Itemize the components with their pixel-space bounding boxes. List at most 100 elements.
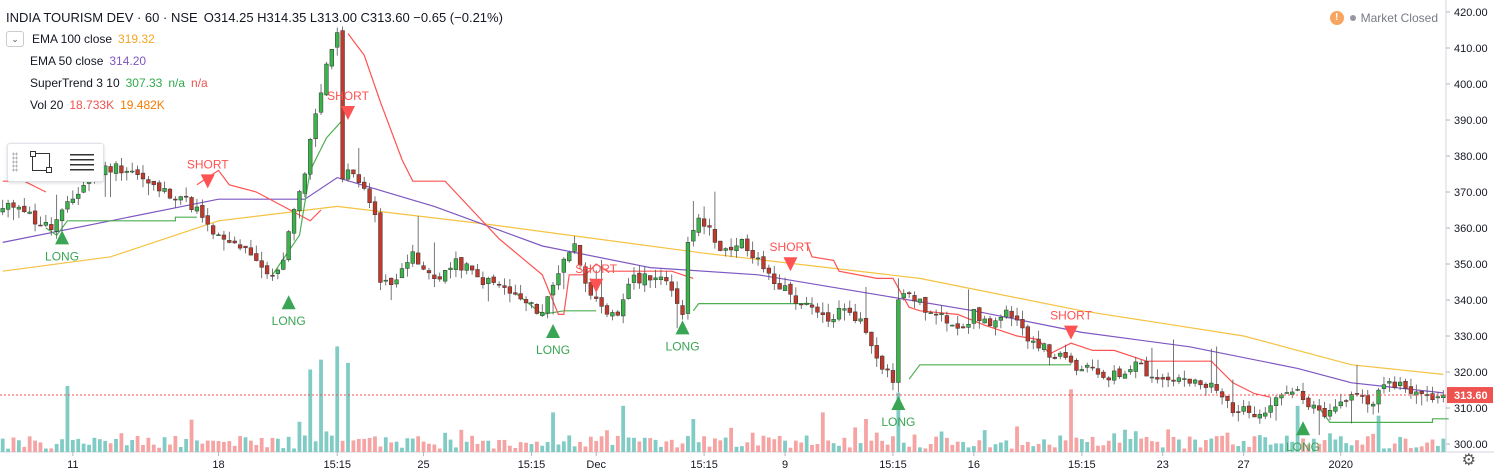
candle — [1360, 389, 1365, 404]
indicator-ema50[interactable]: EMA 50 close 314.20 — [6, 50, 503, 72]
candle — [1290, 387, 1295, 399]
candle — [583, 262, 588, 292]
volume-bar — [76, 438, 81, 452]
candle — [998, 314, 1004, 329]
rectangle-tool-icon[interactable] — [30, 151, 52, 173]
volume-bar — [356, 438, 361, 452]
lines-tool-icon[interactable] — [70, 154, 94, 171]
volume-bar — [1171, 436, 1176, 452]
candle — [815, 303, 820, 318]
volume-bar — [831, 443, 836, 452]
volume-bar — [151, 444, 156, 452]
candle — [1041, 342, 1047, 353]
candle — [820, 302, 825, 323]
candle — [65, 196, 70, 213]
short-signal: SHORT — [187, 157, 229, 189]
candle — [437, 272, 442, 282]
candle — [1408, 378, 1414, 399]
volume-bar — [998, 442, 1003, 452]
volume-bar — [918, 447, 922, 452]
volume-bar — [1069, 389, 1073, 452]
drawing-toolbar[interactable] — [7, 143, 104, 182]
volume-bar — [513, 448, 518, 452]
volume-bar — [65, 386, 70, 452]
candle — [135, 165, 140, 180]
candle — [1063, 344, 1068, 360]
candle — [1165, 372, 1171, 388]
volume-bar — [367, 437, 372, 452]
candle — [766, 264, 772, 281]
volume-bar — [1166, 429, 1171, 452]
candle — [421, 261, 426, 271]
candle — [70, 190, 75, 205]
indicator-supertrend[interactable]: SuperTrend 3 10 307.33 n/a n/a — [6, 72, 503, 94]
candle — [383, 274, 388, 286]
volume-bar — [783, 440, 787, 452]
volume-bar — [804, 435, 809, 452]
short-arrow-icon — [1064, 325, 1079, 340]
volume-bar — [87, 444, 91, 452]
candle — [254, 245, 259, 262]
candle — [1225, 395, 1230, 409]
candle — [1387, 378, 1392, 393]
candle — [1068, 352, 1074, 365]
volume-bar — [648, 438, 653, 452]
volume-bar — [238, 436, 242, 452]
warning-icon[interactable]: ! — [1329, 11, 1344, 25]
indicator-ema100[interactable]: ⌄ EMA 100 close 319.32 — [6, 28, 503, 50]
volume-bar — [189, 419, 194, 452]
volume-bar — [772, 439, 777, 452]
candle — [1333, 399, 1338, 414]
gear-icon[interactable]: ⚙ — [1461, 452, 1476, 469]
candle — [734, 237, 739, 258]
indicator-volume[interactable]: Vol 20 18.733K 19.482K — [6, 94, 503, 116]
volume-bar — [1376, 415, 1381, 452]
volume-bar — [437, 448, 442, 452]
volume-bar — [632, 437, 636, 452]
candle — [1252, 406, 1257, 418]
candle — [221, 230, 227, 251]
volume-bar — [1015, 426, 1019, 452]
volume-bar — [977, 440, 982, 452]
volume-bar — [43, 448, 48, 452]
candle — [1171, 339, 1176, 387]
volume-bar — [869, 440, 874, 452]
candle — [351, 169, 356, 178]
volume-bar — [1085, 442, 1090, 452]
candle — [389, 277, 394, 301]
candle — [761, 250, 766, 273]
volume-bar — [1187, 436, 1192, 452]
drag-handle-icon[interactable] — [12, 152, 18, 172]
volume-bar — [524, 442, 528, 452]
chevron-down-icon[interactable]: ⌄ — [6, 31, 24, 47]
signal-label: LONG — [272, 314, 306, 328]
volume-bar — [1268, 444, 1273, 452]
volume-bar — [810, 444, 814, 452]
candle — [157, 180, 162, 198]
volume-bar — [270, 437, 275, 452]
supertrend-down-line — [806, 242, 1271, 398]
volume-bar — [324, 431, 329, 452]
x-tick-label: 2020 — [1329, 459, 1353, 471]
candle — [680, 299, 685, 320]
volume-bar — [864, 419, 868, 452]
volume-bar — [615, 435, 620, 452]
candle — [1144, 356, 1149, 377]
short-signal: SHORT — [770, 240, 812, 272]
indicator-value: 18.733K — [69, 98, 115, 112]
indicator-value: n/a — [191, 76, 208, 90]
volume-bar — [1317, 443, 1322, 452]
candle — [1182, 370, 1187, 387]
candle — [572, 236, 577, 254]
volume-bar — [1252, 436, 1257, 452]
volume-bar — [481, 440, 485, 452]
candle — [124, 167, 129, 181]
candle — [410, 244, 415, 267]
short-arrow-icon — [589, 278, 604, 293]
volume-bar — [486, 440, 491, 452]
volume-bar — [1009, 448, 1014, 452]
volume-bar — [707, 446, 712, 452]
candle — [545, 296, 550, 319]
volume-bar — [33, 440, 37, 452]
